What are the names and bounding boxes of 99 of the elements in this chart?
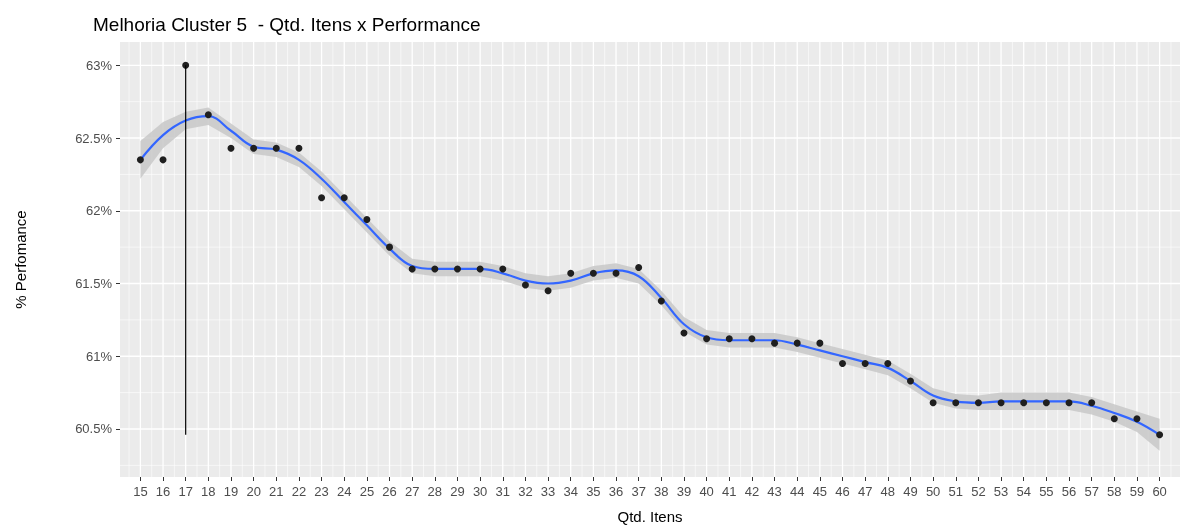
point [703,335,711,343]
point [657,297,665,305]
point [748,335,756,343]
x-axis-title: Qtd. Itens [617,508,683,525]
y-tick-label: 61.5% [75,276,113,292]
point [318,194,326,202]
x-tick-label: 45 [812,484,828,499]
point [929,399,937,407]
x-tick-label: 17 [178,484,193,499]
y-tick-label: 61% [85,348,113,364]
point [1133,415,1141,423]
point [997,399,1005,407]
x-tick-label: 28 [427,484,443,499]
x-tick-label: 16 [155,484,171,499]
x-tick-label: 37 [631,484,646,499]
point [386,243,394,251]
x-tick-label: 15 [133,484,148,499]
x-tick-label: 58 [1107,484,1122,499]
x-tick-label: 18 [201,484,216,499]
point [272,144,280,152]
x-tick-label: 35 [586,484,601,499]
point [1065,399,1073,407]
point [884,360,892,368]
x-tick-label: 42 [744,484,760,499]
point [839,360,847,368]
x-tick-label: 44 [789,484,805,499]
x-tick-label: 19 [223,484,239,499]
chart-title: Melhoria Cluster 5 - Qtd. Itens x Performance [93,14,481,35]
point [635,264,643,271]
point [816,339,824,347]
point [612,269,620,277]
x-tick-label: 34 [563,484,578,499]
x-tick-label: 50 [925,484,941,499]
y-tick-label: 60.5% [75,421,113,437]
x-tick-label: 53 [993,484,1009,499]
x-tick-label: 22 [291,484,307,499]
point [771,339,779,347]
point [521,281,529,289]
point [725,335,733,343]
x-tick-label: 57 [1084,484,1099,499]
x-tick-label: 21 [269,484,284,499]
x-tick-label: 52 [971,484,986,499]
x-tick-label: 47 [857,484,873,499]
point [567,269,575,277]
x-tick-label: 20 [246,484,261,499]
x-tick-label: 55 [1039,484,1054,499]
x-tick-label: 49 [903,484,918,499]
x-tick-label: 39 [676,484,692,499]
point [227,144,235,152]
point [1110,415,1118,423]
x-tick-label: 40 [699,484,714,499]
point [793,339,801,347]
point [250,144,258,152]
point [1156,431,1164,439]
point [159,156,167,164]
point [453,265,461,273]
x-tick-label: 46 [835,484,850,499]
point [974,399,982,407]
x-tick-label: 41 [722,484,737,499]
point [136,156,144,164]
x-tick-label: 56 [1061,484,1077,499]
x-tick-label: 23 [314,484,329,499]
x-tick-label: 54 [1016,484,1031,499]
point [363,215,371,223]
y-tick-label: 62.5% [75,130,113,146]
x-tick-label: 26 [382,484,397,499]
x-tick-label: 33 [540,484,556,499]
y-tick-label: 63% [85,57,113,73]
point [906,377,914,385]
point [499,265,507,273]
point [544,287,552,295]
x-tick-label: 36 [608,484,624,499]
x-tick-label: 29 [450,484,465,499]
x-tick-label: 60 [1152,484,1167,499]
x-tick-label: 24 [337,484,352,499]
x-tick-label: 25 [359,484,375,499]
point [1042,399,1050,407]
point [1020,399,1028,407]
point [431,265,439,273]
point [295,144,303,152]
point [340,194,348,202]
point [589,269,597,277]
y-tick-label: 62% [85,203,113,219]
point [861,360,869,368]
x-tick-label: 38 [654,484,669,499]
point [952,399,960,407]
x-tick-label: 59 [1129,484,1145,499]
y-axis-title: % Perfomance [12,210,29,309]
x-tick-label: 48 [880,484,896,499]
point [1088,399,1096,407]
x-tick-label: 30 [472,484,488,499]
x-tick-label: 43 [767,484,782,499]
x-tick-label: 27 [404,484,420,499]
x-tick-label: 31 [495,484,511,499]
point [204,111,212,119]
point [408,265,416,273]
x-tick-label: 51 [948,484,963,499]
point [476,265,484,273]
x-tick-label: 32 [518,484,533,499]
